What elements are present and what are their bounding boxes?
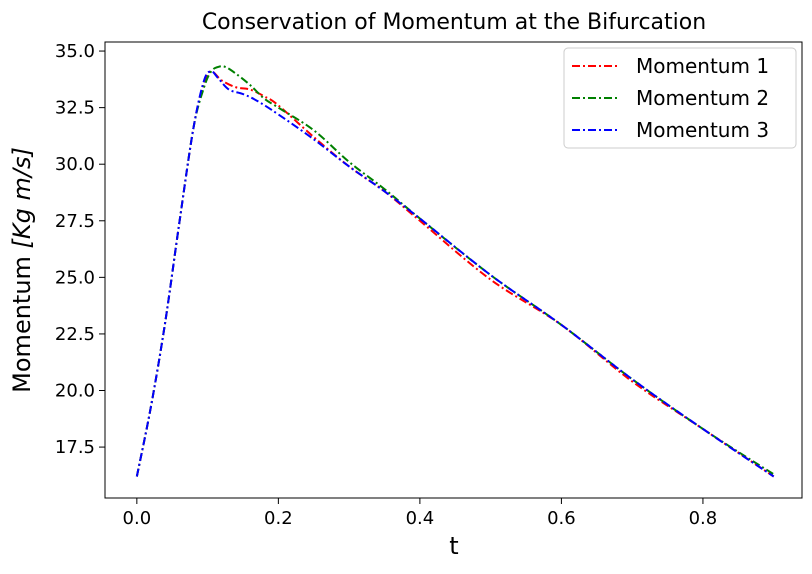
y-tick-label: 32.5 (55, 98, 95, 119)
y-tick-label: 20.0 (55, 381, 95, 402)
y-axis-label-prefix: Momentum (8, 248, 36, 392)
x-axis-label: t (449, 532, 458, 560)
y-tick-label: 35.0 (55, 41, 95, 62)
y-tick-label: 30.0 (55, 154, 95, 175)
x-tick-label: 0.2 (264, 508, 293, 529)
y-tick-label: 25.0 (55, 267, 95, 288)
legend: Momentum 1 Momentum 2 Momentum 3 (563, 47, 797, 149)
y-tick-label: 17.5 (55, 437, 95, 458)
x-tick-label: 0.0 (123, 508, 152, 529)
chart-title: Conservation of Momentum at the Bifurcat… (202, 10, 706, 35)
x-tick-label: 0.8 (689, 508, 718, 529)
x-tick-label: 0.6 (547, 508, 576, 529)
y-axis-label-unit: [Kg m/s] (8, 147, 36, 248)
legend-label-momentum-2: Momentum 2 (636, 86, 769, 110)
y-tick-label: 22.5 (55, 324, 95, 345)
legend-label-momentum-1: Momentum 1 (636, 54, 769, 78)
series-line-momentum-3 (135, 70, 775, 478)
x-axis-ticks: 0.0 0.2 0.4 0.6 0.8 (123, 498, 718, 529)
y-tick-label: 27.5 (55, 211, 95, 232)
y-axis-ticks: 17.5 20.0 22.5 25.0 27.5 30.0 32.5 35.0 (55, 41, 105, 458)
plot-area (135, 65, 775, 478)
legend-label-momentum-3: Momentum 3 (636, 118, 769, 142)
plot-frame (104, 41, 803, 499)
y-axis-label: Momentum [Kg m/s] (8, 147, 36, 393)
legend-box (563, 47, 797, 149)
x-tick-label: 0.4 (406, 508, 435, 529)
